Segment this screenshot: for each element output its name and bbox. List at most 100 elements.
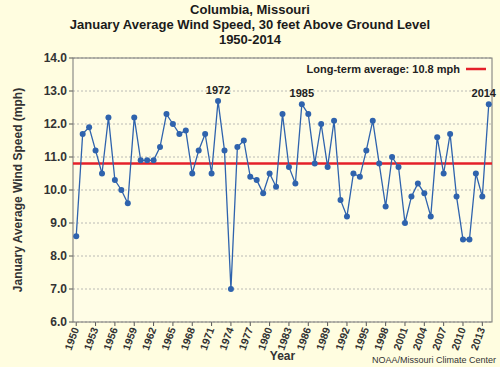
x-tick (95, 322, 96, 326)
y-tick-label: 10.0 (44, 183, 68, 197)
point (486, 101, 492, 107)
point (447, 131, 453, 137)
x-tick (250, 322, 251, 326)
point (454, 194, 460, 200)
average-line (73, 162, 492, 165)
source: NOAA/Missouri Climate Center (372, 355, 496, 365)
x-tick (134, 322, 135, 326)
point (299, 101, 305, 107)
point (80, 131, 86, 137)
point (86, 124, 92, 130)
point (234, 144, 240, 150)
point (170, 121, 176, 127)
x-tick (482, 322, 483, 326)
x-tick-label: 1998 (371, 325, 390, 351)
grid-line (73, 223, 492, 224)
point (325, 164, 331, 170)
y-tick (69, 157, 73, 158)
point (415, 180, 421, 186)
x-tick-label: 2001 (391, 325, 410, 351)
legend-swatch (466, 68, 486, 71)
point (318, 121, 324, 127)
x-tick-label: 1977 (236, 325, 255, 351)
point (370, 118, 376, 124)
x-tick (153, 322, 154, 326)
x-tick-label: 1971 (197, 325, 216, 351)
x-tick (443, 322, 444, 326)
x-tick-label: 2013 (468, 325, 487, 351)
y-tick (69, 190, 73, 191)
y-tick (69, 256, 73, 257)
x-tick-label: 1965 (159, 325, 178, 351)
x-tick (230, 322, 231, 326)
x-tick (269, 322, 270, 326)
point (466, 237, 472, 243)
legend-label: Long-term average: 10.8 mph (307, 63, 461, 75)
x-tick-label: 1995 (352, 325, 371, 351)
x-tick (404, 322, 405, 326)
point (118, 187, 124, 193)
x-tick (114, 322, 115, 326)
y-tick-label: 7.0 (50, 282, 67, 296)
point (396, 164, 402, 170)
point (202, 131, 208, 137)
point (131, 114, 137, 120)
x-tick (462, 322, 463, 326)
x-tick (366, 322, 367, 326)
x-tick-label: 1986 (294, 325, 313, 351)
plot-frame (73, 58, 492, 322)
point (383, 204, 389, 210)
point (273, 184, 279, 190)
x-tick-label: 2004 (410, 325, 429, 351)
point (215, 98, 221, 104)
y-tick-label: 9.0 (50, 216, 67, 230)
point (254, 177, 260, 183)
point (209, 171, 215, 177)
point (157, 144, 163, 150)
annotation: 1985 (290, 87, 314, 99)
point (402, 220, 408, 226)
x-tick-label: 1992 (333, 325, 352, 351)
point (73, 233, 79, 239)
point (357, 174, 363, 180)
background (0, 0, 500, 367)
point (376, 161, 382, 167)
x-tick (172, 322, 173, 326)
point (312, 161, 318, 167)
x-axis-label: Year (270, 349, 296, 363)
x-tick-label: 1953 (81, 325, 100, 351)
annotation: 1972 (206, 84, 230, 96)
point (338, 197, 344, 203)
y-tick-label: 14.0 (44, 51, 68, 65)
x-tick (385, 322, 386, 326)
point (247, 174, 253, 180)
point (93, 147, 99, 153)
y-tick-label: 13.0 (44, 84, 68, 98)
point (267, 171, 273, 177)
x-tick-label: 1950 (62, 325, 81, 351)
point (305, 111, 311, 117)
point (125, 200, 131, 206)
x-tick-label: 1956 (101, 325, 120, 351)
point (434, 134, 440, 140)
point (421, 190, 427, 196)
subtitle: January Average Wind Speed, 30 feet Abov… (70, 17, 430, 32)
point (241, 138, 247, 144)
annotation: 2014 (472, 87, 497, 99)
x-tick (288, 322, 289, 326)
y-tick (69, 124, 73, 125)
point (473, 171, 479, 177)
y-tick-label: 8.0 (50, 249, 67, 263)
point (441, 171, 447, 177)
x-tick (192, 322, 193, 326)
grid-line (73, 91, 492, 92)
grid-line (73, 256, 492, 257)
chart: Columbia, MissouriJanuary Average Wind S… (0, 0, 500, 367)
point (138, 157, 144, 163)
x-tick-label: 1959 (120, 325, 139, 351)
point (183, 128, 189, 134)
x-tick (308, 322, 309, 326)
point (280, 111, 286, 117)
grid-line (73, 157, 492, 158)
y-tick-label: 12.0 (44, 117, 68, 131)
